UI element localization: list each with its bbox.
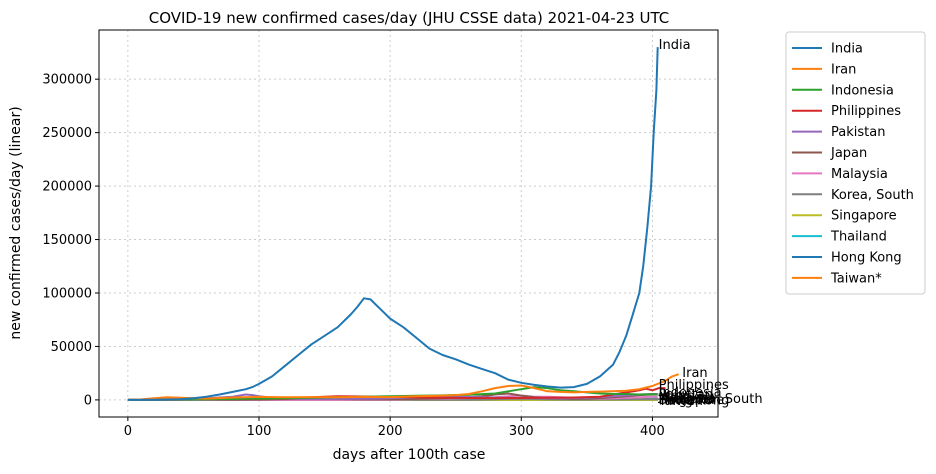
end-label: Singapore (659, 393, 725, 408)
end-label: Iran (682, 366, 707, 381)
legend-item-label: Pakistan (831, 125, 885, 140)
end-label: Pakistan (659, 388, 713, 403)
legend-box (785, 31, 926, 295)
y-tick-label: 300000 (42, 73, 92, 88)
legend-item-label: Thailand (830, 230, 887, 245)
series-lines (127, 47, 680, 401)
y-tick-label: 0 (84, 393, 92, 408)
legend-item-label: Philippines (831, 104, 901, 119)
end-label: Thailand (658, 392, 715, 407)
legend-item-label: India (831, 42, 863, 57)
y-tick-label: 150000 (42, 233, 92, 248)
y-axis-label: new confirmed cases/day (linear) (8, 106, 24, 339)
legend-item-label: Taiwan* (830, 271, 882, 286)
x-tick-label: 200 (378, 424, 403, 439)
series-line-iran (127, 373, 680, 401)
series-line-india (127, 47, 659, 401)
end-label: Korea, South (680, 392, 763, 407)
y-tick-label: 250000 (42, 126, 92, 141)
x-tick-label: 400 (640, 424, 665, 439)
y-tick-label: 200000 (42, 180, 92, 195)
y-tick-label: 100000 (42, 286, 92, 301)
chart-title: COVID-19 new confirmed cases/day (JHU CS… (149, 9, 670, 27)
end-label: Indonesia (659, 385, 722, 400)
series-line-indonesia (127, 386, 658, 401)
axis-ticks: 0 100 200 300 400 0 50000 100000 150000 200000 250… (42, 73, 664, 439)
x-tick-label: 100 (247, 424, 272, 439)
end-label: Philippines (659, 378, 729, 393)
legend-item-label: Hong Kong (831, 251, 902, 266)
legend-item-label: Malaysia (831, 167, 888, 182)
end-label: Malaysia (659, 391, 716, 406)
x-tick-label: 300 (509, 424, 534, 439)
legend-item-label: Japan (830, 146, 867, 161)
x-tick-label: 0 (124, 424, 132, 439)
x-axis-label: days after 100th case (333, 447, 486, 463)
end-label: Hong Kong (659, 393, 730, 408)
legend-item-label: Iran (831, 62, 856, 77)
legend-item-label: Singapore (831, 209, 897, 224)
end-label: Taiwan* (658, 394, 710, 409)
plot-frame (98, 29, 719, 418)
legend: India Iran Indonesia Philippines Pakistan Jap… (785, 31, 926, 295)
legend-item-label: Indonesia (831, 83, 894, 98)
end-label: Japan (658, 389, 695, 404)
legend-item-label: Korea, South (831, 188, 914, 203)
y-tick-label: 50000 (51, 340, 92, 355)
end-label: India (659, 38, 691, 53)
